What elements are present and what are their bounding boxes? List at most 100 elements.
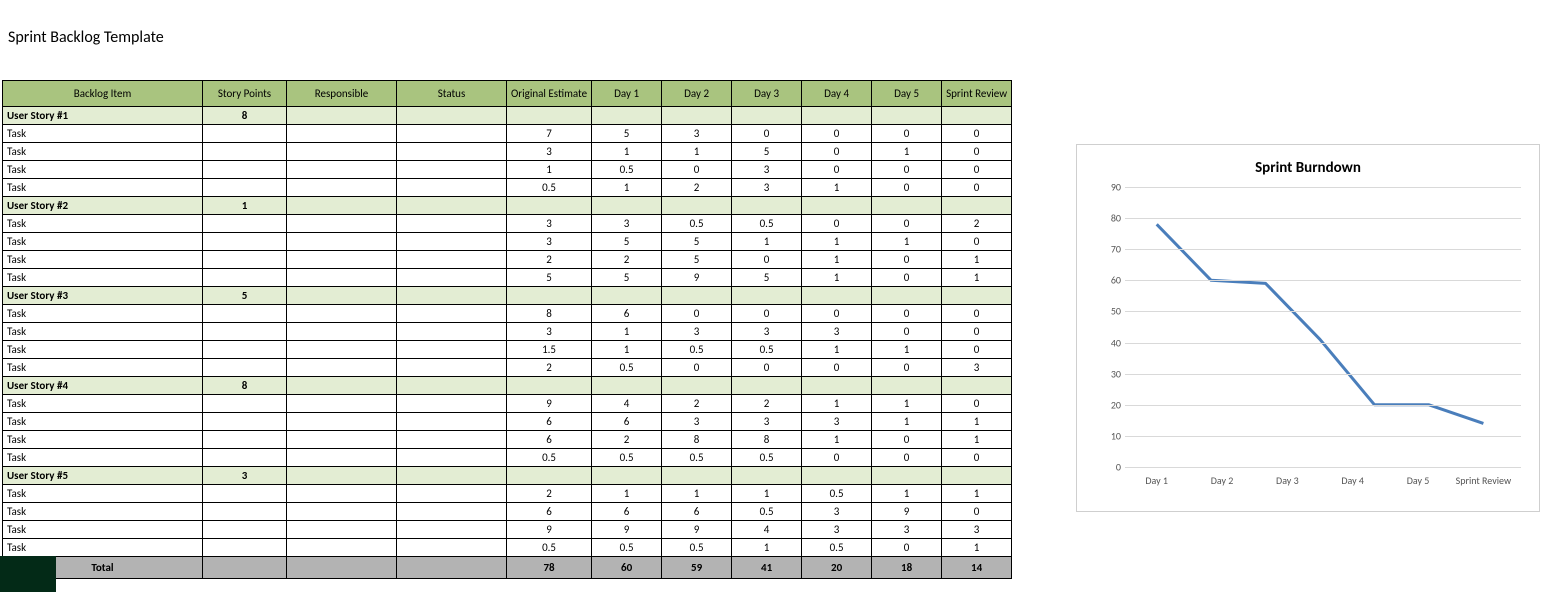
story-empty-cell[interactable] [802,377,872,395]
task-value-cell[interactable]: 1 [872,413,942,431]
task-name-cell[interactable]: Task [3,323,203,341]
story-empty-cell[interactable] [287,107,397,125]
story-points-cell[interactable]: 5 [203,287,287,305]
task-value-cell[interactable]: 1 [942,539,1012,557]
task-empty-cell[interactable] [287,341,397,359]
task-name-cell[interactable]: Task [3,431,203,449]
task-name-cell[interactable]: Task [3,305,203,323]
task-empty-cell[interactable] [203,161,287,179]
task-empty-cell[interactable] [397,521,507,539]
task-value-cell[interactable]: 3 [872,521,942,539]
task-empty-cell[interactable] [397,125,507,143]
story-empty-cell[interactable] [872,467,942,485]
task-value-cell[interactable]: 5 [662,233,732,251]
story-empty-cell[interactable] [802,287,872,305]
task-empty-cell[interactable] [397,359,507,377]
task-empty-cell[interactable] [203,323,287,341]
task-empty-cell[interactable] [203,269,287,287]
task-value-cell[interactable]: 1 [802,431,872,449]
task-value-cell[interactable]: 9 [662,269,732,287]
task-empty-cell[interactable] [203,431,287,449]
task-row[interactable]: Task8600000 [3,305,1012,323]
task-value-cell[interactable]: 0 [942,233,1012,251]
story-empty-cell[interactable] [287,287,397,305]
task-value-cell[interactable]: 6 [507,413,592,431]
task-empty-cell[interactable] [397,215,507,233]
story-empty-cell[interactable] [942,197,1012,215]
task-value-cell[interactable]: 3 [662,413,732,431]
story-empty-cell[interactable] [507,197,592,215]
task-value-cell[interactable]: 4 [732,521,802,539]
task-value-cell[interactable]: 2 [592,251,662,269]
task-value-cell[interactable]: 0 [802,305,872,323]
task-empty-cell[interactable] [287,395,397,413]
story-empty-cell[interactable] [802,107,872,125]
task-row[interactable]: Task0.5123100 [3,179,1012,197]
task-value-cell[interactable]: 0 [732,251,802,269]
task-name-cell[interactable]: Task [3,251,203,269]
task-empty-cell[interactable] [287,215,397,233]
task-value-cell[interactable]: 0 [732,125,802,143]
story-empty-cell[interactable] [802,197,872,215]
task-row[interactable]: Task0.50.50.510.501 [3,539,1012,557]
task-value-cell[interactable]: 0 [872,323,942,341]
task-empty-cell[interactable] [397,305,507,323]
task-row[interactable]: Task3551110 [3,233,1012,251]
task-empty-cell[interactable] [397,323,507,341]
task-empty-cell[interactable] [397,161,507,179]
story-empty-cell[interactable] [397,377,507,395]
task-empty-cell[interactable] [203,341,287,359]
task-value-cell[interactable]: 3 [662,125,732,143]
task-value-cell[interactable]: 0 [872,305,942,323]
task-empty-cell[interactable] [397,251,507,269]
task-value-cell[interactable]: 9 [507,395,592,413]
task-name-cell[interactable]: Task [3,395,203,413]
task-value-cell[interactable]: 3 [802,503,872,521]
story-name-cell[interactable]: User Story #4 [3,377,203,395]
task-value-cell[interactable]: 1 [592,323,662,341]
task-empty-cell[interactable] [287,503,397,521]
task-name-cell[interactable]: Task [3,485,203,503]
task-value-cell[interactable]: 0 [802,143,872,161]
task-value-cell[interactable]: 1 [732,233,802,251]
task-value-cell[interactable]: 1 [942,269,1012,287]
story-row[interactable]: User Story #18 [3,107,1012,125]
task-value-cell[interactable]: 5 [592,125,662,143]
task-value-cell[interactable]: 0 [802,161,872,179]
task-value-cell[interactable]: 2 [592,431,662,449]
task-value-cell[interactable]: 3 [802,323,872,341]
task-name-cell[interactable]: Task [3,269,203,287]
story-empty-cell[interactable] [942,107,1012,125]
task-value-cell[interactable]: 6 [592,503,662,521]
task-value-cell[interactable]: 0.5 [592,161,662,179]
task-value-cell[interactable]: 9 [592,521,662,539]
task-empty-cell[interactable] [287,179,397,197]
task-value-cell[interactable]: 0 [942,341,1012,359]
story-empty-cell[interactable] [592,197,662,215]
story-name-cell[interactable]: User Story #5 [3,467,203,485]
col-header[interactable]: Day 2 [662,81,732,107]
task-empty-cell[interactable] [397,179,507,197]
task-value-cell[interactable]: 1 [802,341,872,359]
task-empty-cell[interactable] [287,269,397,287]
story-empty-cell[interactable] [872,197,942,215]
task-value-cell[interactable]: 8 [662,431,732,449]
task-empty-cell[interactable] [203,413,287,431]
task-row[interactable]: Task9422110 [3,395,1012,413]
task-value-cell[interactable]: 6 [662,503,732,521]
story-empty-cell[interactable] [592,107,662,125]
story-empty-cell[interactable] [397,467,507,485]
story-empty-cell[interactable] [397,107,507,125]
task-value-cell[interactable]: 3 [507,143,592,161]
task-empty-cell[interactable] [397,413,507,431]
task-value-cell[interactable]: 3 [942,359,1012,377]
task-value-cell[interactable]: 2 [507,251,592,269]
task-value-cell[interactable]: 1 [802,233,872,251]
task-value-cell[interactable]: 1 [507,161,592,179]
story-empty-cell[interactable] [507,467,592,485]
task-value-cell[interactable]: 1.5 [507,341,592,359]
story-empty-cell[interactable] [662,287,732,305]
task-empty-cell[interactable] [397,485,507,503]
task-value-cell[interactable]: 6 [592,305,662,323]
task-value-cell[interactable]: 0 [942,449,1012,467]
